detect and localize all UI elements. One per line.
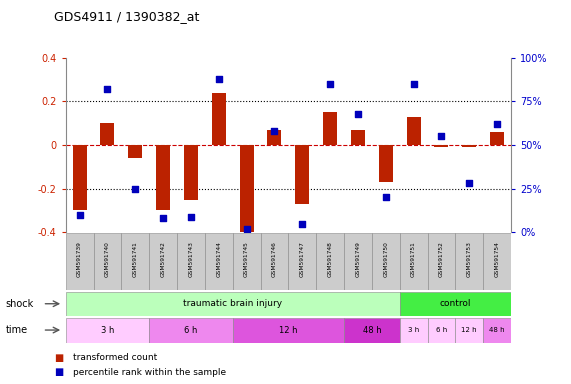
Point: [381, 194, 391, 200]
Text: GSM591753: GSM591753: [467, 241, 472, 276]
Point: [437, 133, 446, 139]
Point: [493, 121, 502, 127]
Bar: [400, 318, 428, 343]
Text: time: time: [6, 325, 28, 335]
Bar: [456, 318, 483, 343]
Text: GSM591751: GSM591751: [411, 241, 416, 276]
Text: GSM591743: GSM591743: [188, 241, 194, 276]
Point: [242, 226, 251, 232]
Bar: [316, 233, 344, 290]
Text: 48 h: 48 h: [363, 326, 381, 334]
Bar: [344, 318, 400, 343]
Text: GSM591747: GSM591747: [300, 241, 305, 276]
Point: [353, 111, 363, 117]
Bar: [483, 233, 511, 290]
Text: 3 h: 3 h: [100, 326, 114, 334]
Text: GSM591740: GSM591740: [105, 241, 110, 276]
Text: 12 h: 12 h: [279, 326, 297, 334]
Bar: [295, 145, 309, 204]
Point: [159, 215, 168, 222]
Bar: [184, 145, 198, 200]
Text: 6 h: 6 h: [184, 326, 198, 334]
Text: GSM591739: GSM591739: [77, 241, 82, 276]
Bar: [156, 145, 170, 210]
Text: 6 h: 6 h: [436, 327, 447, 333]
Point: [75, 212, 84, 218]
Bar: [344, 233, 372, 290]
Bar: [212, 93, 226, 145]
Bar: [463, 145, 476, 147]
Bar: [73, 145, 87, 210]
Bar: [149, 233, 177, 290]
Text: ■: ■: [54, 367, 63, 377]
Bar: [428, 318, 456, 343]
Bar: [128, 145, 142, 158]
Bar: [240, 145, 254, 237]
Bar: [177, 233, 205, 290]
Text: ■: ■: [54, 353, 63, 363]
Text: GSM591749: GSM591749: [355, 241, 360, 276]
Text: transformed count: transformed count: [73, 353, 157, 362]
Bar: [323, 112, 337, 145]
Bar: [66, 292, 400, 316]
Text: GSM591742: GSM591742: [160, 241, 166, 276]
Bar: [122, 233, 149, 290]
Point: [214, 76, 223, 82]
Text: GSM591750: GSM591750: [383, 241, 388, 276]
Text: GDS4911 / 1390382_at: GDS4911 / 1390382_at: [54, 10, 200, 23]
Point: [465, 180, 474, 187]
Bar: [205, 233, 233, 290]
Bar: [407, 117, 421, 145]
Bar: [400, 292, 511, 316]
Bar: [483, 318, 511, 343]
Bar: [233, 318, 344, 343]
Point: [325, 81, 335, 87]
Text: control: control: [440, 299, 471, 308]
Bar: [233, 233, 260, 290]
Text: 3 h: 3 h: [408, 327, 419, 333]
Point: [131, 185, 140, 192]
Point: [409, 81, 418, 87]
Text: shock: shock: [6, 299, 34, 309]
Text: traumatic brain injury: traumatic brain injury: [183, 299, 282, 308]
Bar: [66, 318, 149, 343]
Bar: [428, 233, 456, 290]
Text: GSM591741: GSM591741: [132, 241, 138, 276]
Bar: [66, 233, 94, 290]
Bar: [288, 233, 316, 290]
Bar: [100, 123, 114, 145]
Text: GSM591752: GSM591752: [439, 241, 444, 276]
Text: 48 h: 48 h: [489, 327, 505, 333]
Bar: [149, 318, 233, 343]
Text: GSM591748: GSM591748: [328, 241, 333, 276]
Bar: [267, 130, 282, 145]
Bar: [435, 145, 448, 147]
Point: [186, 214, 195, 220]
Text: percentile rank within the sample: percentile rank within the sample: [73, 368, 226, 377]
Point: [270, 128, 279, 134]
Bar: [260, 233, 288, 290]
Point: [297, 220, 307, 227]
Bar: [351, 130, 365, 145]
Bar: [379, 145, 393, 182]
Bar: [94, 233, 122, 290]
Text: GSM591745: GSM591745: [244, 241, 249, 276]
Bar: [372, 233, 400, 290]
Text: 12 h: 12 h: [461, 327, 477, 333]
Text: GSM591754: GSM591754: [494, 241, 500, 276]
Text: GSM591744: GSM591744: [216, 241, 222, 276]
Bar: [490, 132, 504, 145]
Bar: [456, 233, 483, 290]
Text: GSM591746: GSM591746: [272, 241, 277, 276]
Bar: [400, 233, 428, 290]
Point: [103, 86, 112, 92]
